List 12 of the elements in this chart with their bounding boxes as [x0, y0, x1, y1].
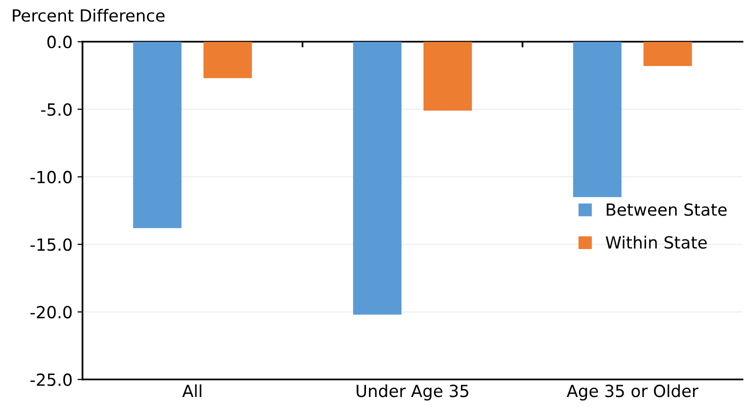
y-axis-title: Percent Difference — [12, 8, 165, 22]
y-tick-label: 0.0 — [47, 36, 72, 48]
x-tick-label: All — [182, 384, 202, 397]
y-tick-label: -10.0 — [30, 170, 72, 184]
y-tick-label: -20.0 — [30, 306, 72, 318]
y-tick-label: -15.0 — [30, 238, 72, 251]
legend-label: Within State — [606, 236, 707, 249]
x-tick-label: Age 35 or Older — [566, 384, 698, 400]
y-tick-label: -5.0 — [41, 103, 72, 116]
legend-label: Between State — [606, 203, 727, 216]
y-tick-label: -25.0 — [30, 373, 72, 386]
x-tick-label: Under Age 35 — [356, 384, 468, 400]
